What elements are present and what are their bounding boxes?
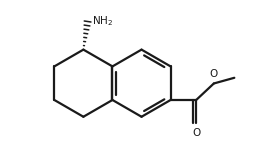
- Text: O: O: [192, 128, 200, 138]
- Text: O: O: [209, 69, 218, 80]
- Text: NH$_2$: NH$_2$: [92, 14, 113, 28]
